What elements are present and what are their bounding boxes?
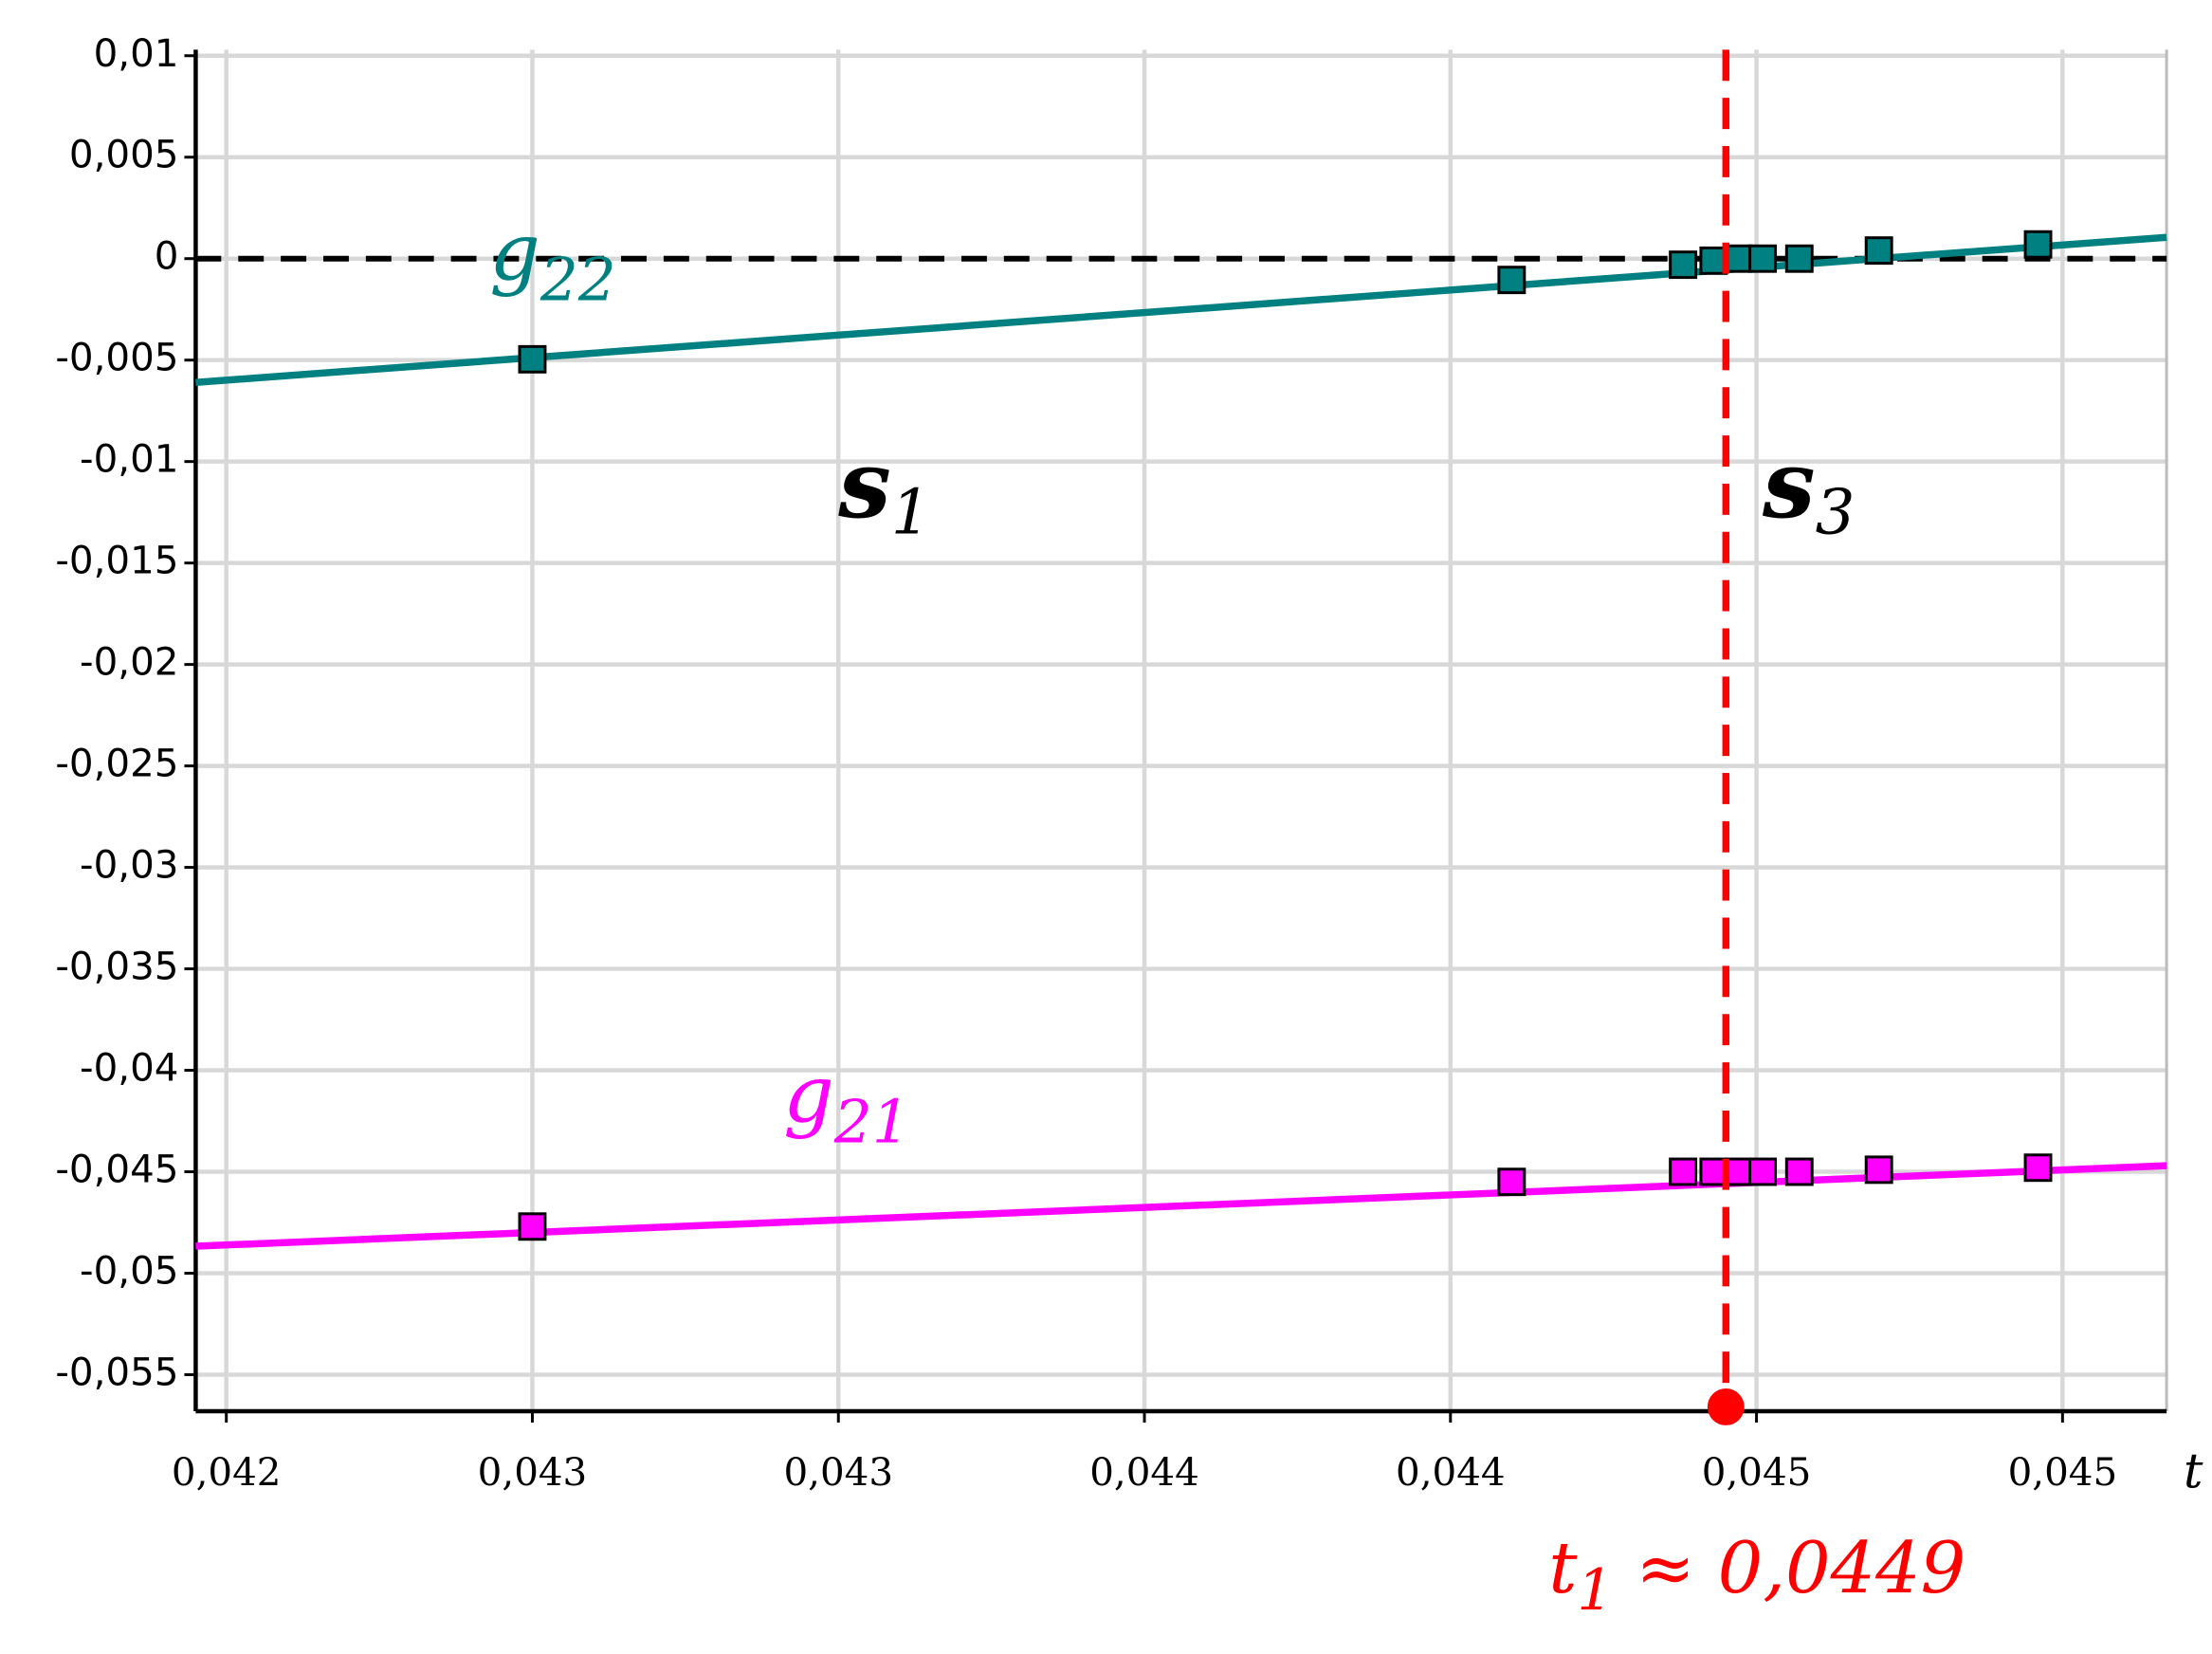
annotation: s1 [837, 430, 930, 549]
data-point [518, 344, 547, 374]
data-point [1748, 1157, 1777, 1186]
y-tick-label: -0,03 [80, 843, 178, 888]
annotation-sub: 21 [833, 1087, 910, 1156]
marker-label-sub: 1 [1577, 1556, 1613, 1623]
annotation: g22 [489, 206, 616, 314]
data-point [1497, 1167, 1526, 1197]
marker-dot [1707, 1388, 1745, 1425]
data-point [2023, 230, 2053, 259]
marker-label: t1 ≈ 0,0449 [1548, 1527, 1965, 1623]
x-axis-label: t [2184, 1443, 2203, 1498]
y-tick-label: 0,005 [69, 133, 179, 177]
x-tick-label: 0,042 [172, 1450, 282, 1495]
data-point [1748, 244, 1777, 273]
annotation: g21 [783, 1048, 910, 1156]
annotation-base: s [1762, 430, 1816, 540]
annotation-base: g [489, 206, 540, 299]
data-point [1864, 1155, 1893, 1185]
annotation-sub: 1 [891, 476, 931, 549]
x-tick-label: 0,044 [1089, 1450, 1199, 1495]
data-point [1669, 250, 1698, 280]
annotation-base: s [837, 430, 891, 540]
data-point [1784, 1157, 1814, 1186]
y-tick-label: -0,04 [80, 1046, 178, 1091]
x-tick-label: 0,045 [1702, 1450, 1812, 1495]
data-point [1699, 1157, 1728, 1186]
x-tick-label: 0,044 [1396, 1450, 1506, 1495]
y-tick-label: -0,025 [55, 742, 178, 786]
data-point [1497, 266, 1526, 295]
x-tick-label: 0,043 [478, 1450, 588, 1495]
y-tick-label: -0,05 [80, 1248, 178, 1293]
y-tick-label: -0,005 [55, 336, 178, 380]
marker-label-rest: ≈ 0,0449 [1613, 1527, 1965, 1609]
data-point [2023, 1153, 2053, 1183]
annotation-sub: 3 [1816, 476, 1856, 549]
y-tick-label: -0,015 [55, 539, 178, 583]
data-point [1784, 244, 1814, 273]
annotation: s3 [1762, 430, 1855, 549]
y-tick-label: -0,045 [55, 1148, 178, 1192]
data-point [1699, 246, 1728, 275]
data-point [518, 1212, 547, 1241]
y-tick-label: -0,035 [55, 945, 178, 989]
data-point [1669, 1157, 1698, 1186]
y-tick-label: -0,055 [55, 1350, 178, 1394]
x-tick-label: 0,043 [783, 1450, 893, 1495]
y-tick-label: -0,01 [80, 437, 178, 482]
x-tick-label: 0,045 [2008, 1450, 2118, 1495]
annotation-sub: 22 [539, 245, 616, 314]
y-tick-label: 0,01 [94, 31, 179, 76]
marker-label-base: t [1548, 1527, 1578, 1609]
y-tick-label: 0 [155, 234, 179, 279]
data-point [1864, 236, 1893, 266]
y-tick-label: -0,02 [80, 640, 178, 685]
annotation-base: g [783, 1048, 834, 1141]
